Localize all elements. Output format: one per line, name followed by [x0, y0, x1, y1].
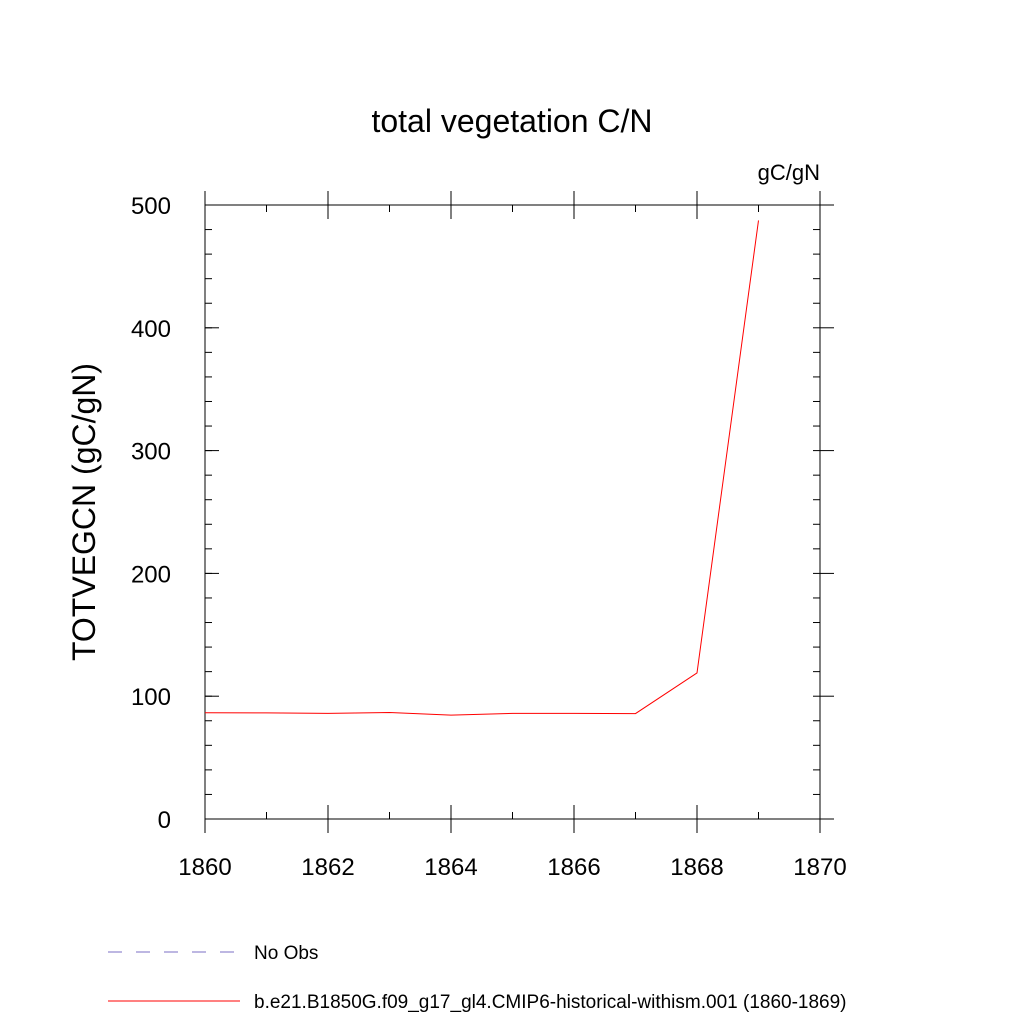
legend-label: b.e21.B1850G.f09_g17_gl4.CMIP6-historica… — [254, 992, 847, 1013]
x-tick-label: 1864 — [424, 854, 477, 881]
y-tick-label: 0 — [158, 807, 171, 834]
legend: No Obs b.e21.B1850G.f09_g17_gl4.CMIP6-his… — [108, 943, 847, 1013]
series-layer — [205, 220, 759, 715]
chart-title: total vegetation C/N — [371, 103, 652, 139]
x-tick-label: 1870 — [793, 854, 846, 881]
x-tick-label: 1866 — [547, 854, 600, 881]
y-tick-label: 400 — [131, 316, 171, 343]
x-tick-label: 1868 — [670, 854, 723, 881]
y-tick-label: 500 — [131, 193, 171, 220]
plot-frame — [205, 205, 820, 819]
series-line — [205, 220, 759, 715]
y-tick-label: 100 — [131, 684, 171, 711]
y-tick-label: 200 — [131, 561, 171, 588]
x-tick-label: 1862 — [301, 854, 354, 881]
units-label: gC/gN — [758, 160, 820, 185]
y-tick-label: 300 — [131, 439, 171, 466]
legend-label: No Obs — [254, 943, 318, 964]
axis-ticks: 1860 1862 1864 1866 1868 1870 0 100 200 300 400 500 — [131, 191, 847, 881]
x-tick-label: 1860 — [178, 854, 231, 881]
y-axis-label: TOTVEGCN (gC/gN) — [66, 363, 102, 661]
